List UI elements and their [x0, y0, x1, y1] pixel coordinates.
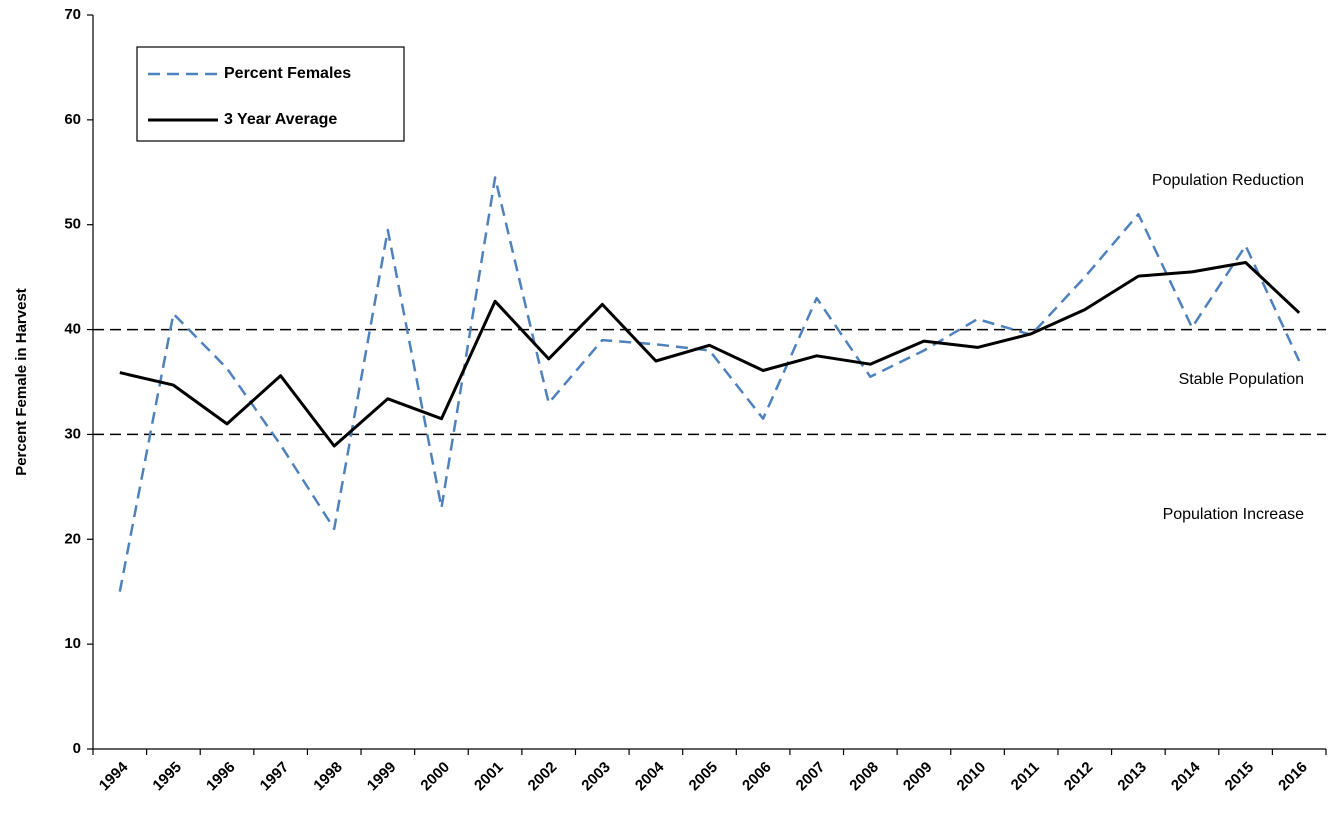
x-tick-label: 1997	[257, 759, 293, 795]
x-tick-label: 2007	[793, 759, 829, 795]
x-tick-label: 2005	[686, 759, 722, 795]
x-tick-label: 2002	[525, 759, 561, 795]
x-tick-label: 1998	[310, 759, 346, 795]
y-tick-label: 10	[64, 635, 81, 652]
x-tick-label: 1999	[364, 759, 400, 795]
x-tick-label: 2001	[471, 759, 507, 795]
annotation: Population Increase	[1163, 506, 1305, 523]
x-tick-label: 2003	[578, 759, 614, 795]
x-tick-label: 2009	[900, 759, 936, 795]
x-tick-label: 2014	[1168, 758, 1204, 794]
x-tick-label: 2006	[739, 759, 775, 795]
y-tick-label: 30	[64, 425, 81, 442]
legend-label: 3 Year Average	[224, 111, 337, 128]
annotation: Stable Population	[1179, 371, 1304, 388]
annotation: Population Reduction	[1152, 172, 1304, 189]
y-tick-label: 40	[64, 321, 81, 338]
x-tick-label: 1996	[203, 759, 239, 795]
y-tick-label: 20	[64, 530, 81, 547]
y-tick-label: 50	[64, 216, 81, 233]
x-tick-label: 2011	[1008, 759, 1043, 794]
x-tick-label: 2015	[1222, 759, 1258, 795]
x-tick-label: 2013	[1114, 759, 1150, 795]
x-tick-label: 2016	[1275, 759, 1311, 795]
y-tick-label: 70	[64, 6, 81, 23]
x-tick-label: 2004	[632, 758, 668, 794]
series-line	[119, 261, 1301, 448]
x-tick-label: 1995	[149, 759, 185, 795]
x-tick-label: 2000	[417, 759, 453, 795]
y-tick-label: 60	[64, 111, 81, 128]
legend-box	[136, 46, 405, 142]
y-axis-title: Percent Female in Harvest	[13, 288, 30, 476]
series-line	[118, 176, 1301, 592]
legend: Percent Females 3 Year Average	[136, 46, 405, 142]
x-tick-label: 2010	[954, 759, 990, 795]
x-tick-label: 2012	[1061, 759, 1097, 795]
x-tick-label: 2008	[846, 759, 882, 795]
y-tick-label: 0	[73, 740, 81, 757]
legend-label: Percent Females	[224, 65, 351, 82]
x-tick-label: 1994	[96, 758, 132, 794]
